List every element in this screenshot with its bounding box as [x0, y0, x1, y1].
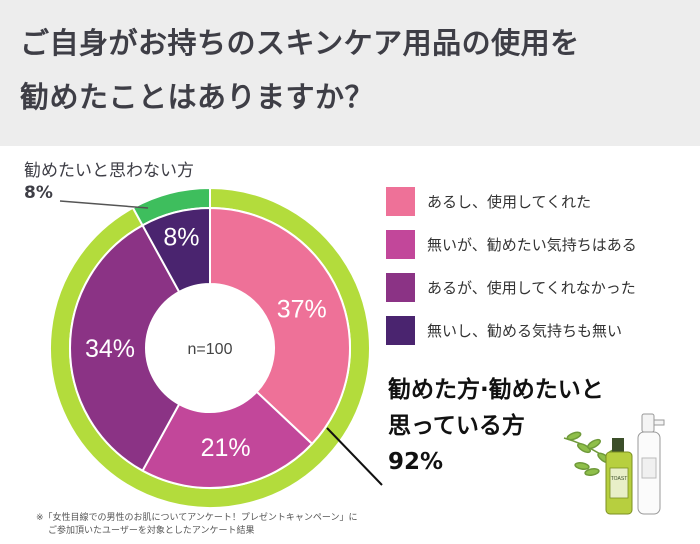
- donut-hole: [146, 284, 274, 412]
- slice-labels: 37% 21% 34% 8%: [85, 224, 327, 462]
- slice-value-label: 37%: [277, 295, 327, 323]
- legend-item: 無いし、勧める気持ちも無い: [386, 309, 637, 352]
- title-line-2: 勧めたことはありますか？: [20, 80, 375, 114]
- legend-item: あるし、使用してくれた: [386, 180, 637, 223]
- header-band: [0, 0, 700, 146]
- legend-item: あるが、使用してくれなかった: [386, 266, 637, 309]
- legend-swatch: [386, 273, 415, 302]
- slice-value-label: 21%: [201, 434, 251, 462]
- center-label: n=100: [188, 341, 233, 358]
- legend-swatch: [386, 316, 415, 345]
- not-recommend-leader-line: [59, 200, 149, 209]
- page-title: ご自身がお持ちのスキンケア用品の使用を 勧めたことはありますか？: [20, 16, 680, 124]
- legend-swatch: [386, 230, 415, 259]
- recommend-label-line-1: 勧めた方·勧めたいと: [388, 377, 604, 403]
- recommend-value: 92%: [388, 449, 444, 475]
- legend-label: 無いし、勧める気持ちも無い: [427, 322, 623, 340]
- footnote: ※「女性目線での男性のお肌についてアンケート！プレゼントキャンペーン」に ご参加…: [36, 512, 357, 538]
- spray-bottle-icon: [637, 413, 665, 515]
- footnote-line-2: ご参加頂いたユーザーを対象としたアンケート結果: [48, 526, 255, 536]
- legend-label: あるが、使用してくれなかった: [427, 279, 636, 297]
- legend-swatch: [386, 187, 415, 216]
- recommend-callout: 勧めた方·勧めたいと 思っている方 92%: [388, 372, 604, 480]
- slice-value-label: 8%: [163, 224, 199, 252]
- not-recommend-label: 勧めたいと思わない方: [24, 161, 194, 181]
- legend-item: 無いが、勧めたい気持ちはある: [386, 223, 637, 266]
- not-recommend-callout: 勧めたいと思わない方 8%: [24, 160, 194, 204]
- bottle-label: TOAST: [611, 476, 628, 482]
- title-line-1: ご自身がお持ちのスキンケア用品の使用を: [20, 26, 580, 60]
- legend-label: 無いが、勧めたい気持ちはある: [427, 236, 637, 254]
- green-bottle-icon: TOAST: [605, 438, 633, 515]
- recommend-leader-line: [326, 427, 383, 486]
- not-recommend-value: 8%: [24, 183, 53, 203]
- skincare-products-illustration: TOAST: [563, 413, 665, 515]
- legend-label: あるし、使用してくれた: [427, 193, 592, 211]
- recommend-label-line-2: 思っている方: [388, 413, 525, 439]
- footnote-line-1: ※「女性目線での男性のお肌についてアンケート！プレゼントキャンペーン」に: [36, 513, 358, 523]
- slice-value-label: 34%: [85, 335, 135, 363]
- legend: あるし、使用してくれた 無いが、勧めたい気持ちはある あるが、使用してくれなかっ…: [386, 180, 637, 352]
